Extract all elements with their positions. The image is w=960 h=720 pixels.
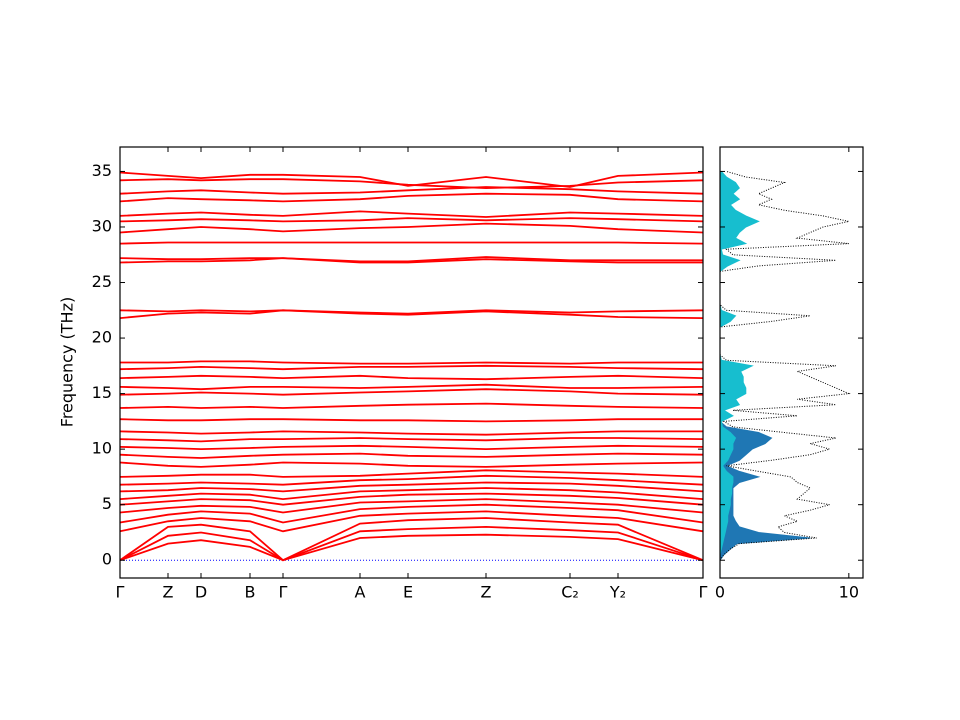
- x-tick-label: A: [355, 583, 366, 602]
- band-line: [120, 360, 703, 365]
- band-line: [119, 186, 704, 195]
- x-tick-label: C₂: [561, 583, 579, 602]
- band-line: [119, 388, 704, 396]
- x-tick-label: Z: [163, 583, 174, 602]
- band-line: [119, 309, 704, 315]
- axes-frame: [119, 146, 704, 579]
- band-line: [119, 192, 704, 203]
- band-line: [119, 374, 704, 381]
- band-line: [119, 222, 704, 234]
- x-tick-label: Γ: [699, 583, 708, 602]
- band-line: [119, 309, 704, 319]
- band-line: [119, 430, 703, 436]
- band-line: [119, 533, 704, 562]
- band-line: [119, 461, 704, 468]
- y-tick-label: 30: [92, 216, 112, 235]
- y-tick-label: 35: [92, 161, 112, 180]
- band-line: [119, 256, 703, 263]
- x-tick-label: Γ: [279, 583, 288, 602]
- band-line: [119, 178, 704, 190]
- band-line: [119, 210, 704, 218]
- band-line: [119, 510, 704, 533]
- band-line: [119, 517, 704, 562]
- band-line: [119, 437, 704, 443]
- x-tick-label: E: [403, 583, 413, 602]
- x-tick-label: 10: [839, 583, 859, 602]
- y-tick-label: 15: [92, 383, 112, 402]
- dos-area: [719, 170, 760, 561]
- x-tick-label: Γ: [116, 583, 125, 602]
- x-tick-label: B: [245, 583, 256, 602]
- band-line: [119, 418, 703, 423]
- band-line: [119, 217, 704, 223]
- band-line: [119, 444, 704, 451]
- band-line: [119, 383, 704, 391]
- band-line: [119, 474, 704, 486]
- band-line: [119, 469, 704, 478]
- y-axis-label: Frequency (THz): [58, 297, 77, 427]
- dos-line: [719, 170, 851, 561]
- y-tick-label: 5: [102, 494, 112, 513]
- band-line: [119, 487, 704, 501]
- x-tick-label: D: [195, 583, 207, 602]
- band-line: [119, 257, 703, 264]
- band-line: [119, 402, 704, 409]
- band-line: [119, 481, 704, 493]
- x-tick-label: Z: [481, 583, 492, 602]
- band-line: [119, 171, 704, 188]
- band-line: [119, 525, 704, 562]
- y-tick-label: 0: [102, 550, 112, 569]
- band-line: [119, 452, 704, 459]
- band-line: [119, 241, 704, 245]
- y-tick-label: 20: [92, 328, 112, 347]
- band-line: [119, 503, 704, 524]
- x-tick-label: 0: [715, 583, 725, 602]
- band-line: [119, 364, 704, 371]
- axes-frame: [719, 146, 864, 579]
- x-tick-label: Y₂: [609, 583, 626, 602]
- band-line: [119, 492, 704, 506]
- y-tick-label: 10: [92, 439, 112, 458]
- band-line: [119, 498, 704, 514]
- y-tick-label: 25: [92, 272, 112, 291]
